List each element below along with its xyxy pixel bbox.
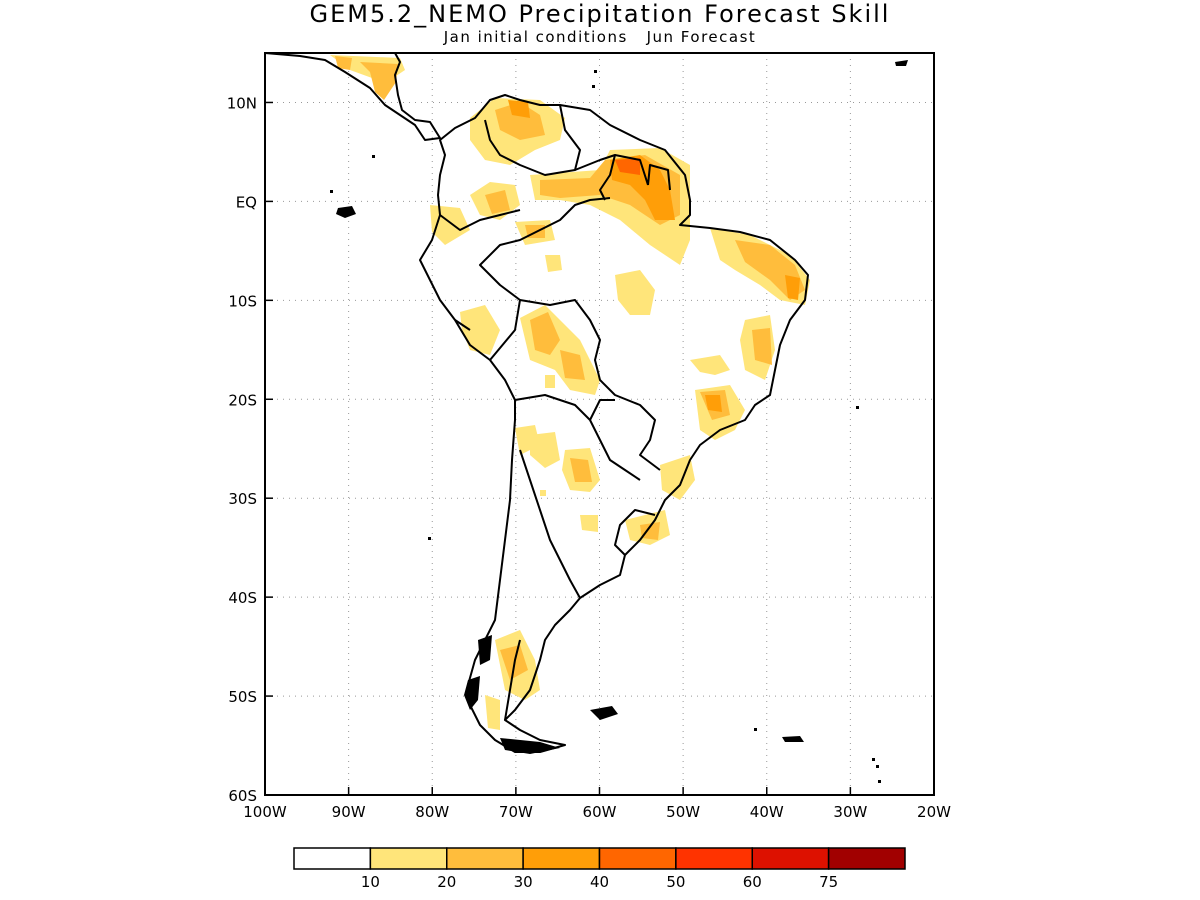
y-tick-label: 40S: [228, 589, 257, 607]
island-dots: [330, 70, 881, 783]
y-tick-label: 20S: [228, 391, 257, 409]
y-tick-label: 30S: [228, 490, 257, 508]
x-tick-label: 50W: [666, 803, 700, 821]
x-tick-label: 20W: [917, 803, 951, 821]
colorbar-swatch: [293, 847, 372, 870]
colorbar-label: 60: [743, 873, 762, 891]
colorbar-swatch: [369, 847, 448, 870]
x-tick-label: 70W: [499, 803, 533, 821]
colorbar-swatch: [598, 847, 677, 870]
y-tick-label: 60S: [228, 787, 257, 805]
skill-shading: [330, 55, 810, 730]
colorbar-label: 75: [819, 873, 838, 891]
x-tick-label: 60W: [583, 803, 617, 821]
axes: 100W 90W 80W 70W 60W 50W 40W 30W 20W 10N EQ 10S 20S 3…: [227, 94, 951, 821]
colorbar-label: 10: [361, 873, 380, 891]
colorbar-swatch: [446, 847, 524, 870]
x-tick-label: 40W: [750, 803, 784, 821]
x-tick-label: 80W: [415, 803, 449, 821]
colorbar: 10 20 30 40 50 60 75: [293, 847, 906, 891]
y-tick-label: 50S: [228, 688, 257, 706]
chart-title: GEM5.2_NEMO Precipitation Forecast Skill: [309, 0, 891, 28]
coastlines: [265, 53, 809, 753]
islands: [336, 60, 908, 754]
y-tick-label: EQ: [236, 193, 257, 211]
x-tick-label: 30W: [833, 803, 867, 821]
chart-subtitle: Jan initial conditions Jun Forecast: [443, 28, 757, 46]
colorbar-label: 20: [437, 873, 456, 891]
colorbar-label: 30: [514, 873, 533, 891]
colorbar-label: 40: [590, 873, 609, 891]
colorbar-swatch: [675, 847, 753, 870]
x-tick-label: 90W: [332, 803, 366, 821]
colorbar-label: 50: [666, 873, 685, 891]
colorbar-swatch: [751, 847, 830, 870]
y-tick-label: 10N: [227, 94, 257, 112]
colorbar-swatch: [522, 847, 601, 870]
x-tick-label: 100W: [243, 803, 287, 821]
y-tick-label: 10S: [228, 292, 257, 310]
colorbar-swatch: [827, 847, 906, 870]
